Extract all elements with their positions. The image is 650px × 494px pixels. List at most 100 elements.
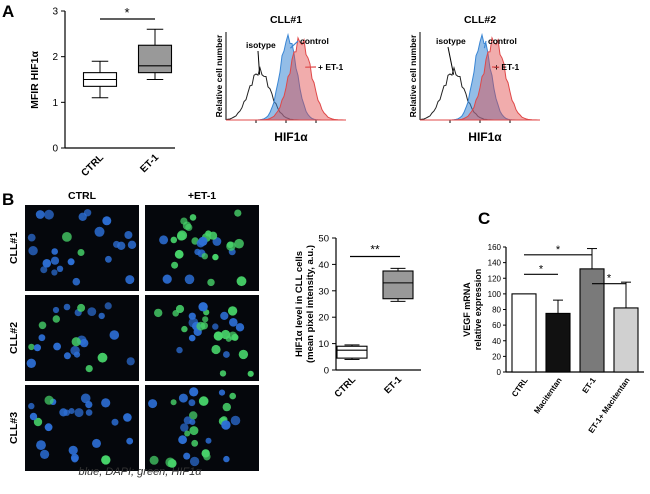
y-tick-label: 80	[492, 306, 501, 315]
dapi-nucleus	[188, 399, 196, 407]
dapi-nucleus	[44, 209, 54, 220]
dapi-nucleus	[184, 274, 195, 285]
dapi-nucleus	[125, 275, 135, 285]
bar	[613, 307, 639, 373]
panel-label-c: C	[478, 209, 490, 228]
hif1a-cell	[33, 417, 43, 427]
significance-star: **	[370, 242, 380, 256]
dapi-nucleus	[189, 419, 196, 425]
histogram-title: CLL#1	[270, 14, 302, 26]
dapi-nucleus	[230, 415, 241, 426]
y-tick-label: 30	[318, 286, 329, 297]
hif1a-cell	[44, 395, 54, 405]
et1-curve	[226, 36, 346, 121]
dapi-nucleus	[189, 456, 200, 467]
hif1a-cell	[189, 426, 199, 436]
dapi-nucleus	[63, 352, 71, 360]
dapi-nucleus	[52, 306, 60, 314]
x-tick-label: CTRL	[510, 376, 530, 399]
panel-b-boxplot: 0 10 20 30 40 50 CTRL ET-1 ** HIF1α level in CLL …	[294, 234, 421, 400]
dapi-nucleus	[188, 317, 199, 328]
dapi-nucleus	[35, 210, 45, 219]
micrograph-column-label: CTRL	[68, 190, 97, 202]
dapi-nucleus	[40, 266, 48, 274]
hif1a-cell	[213, 331, 223, 341]
dapi-nucleus	[98, 312, 105, 320]
hif1a-cell	[101, 455, 111, 465]
dapi-nucleus	[40, 449, 50, 459]
dapi-nucleus	[212, 323, 219, 330]
y-tick-label: 50	[318, 234, 329, 245]
dapi-nucleus	[53, 342, 61, 351]
dapi-nucleus	[73, 351, 81, 358]
dapi-nucleus	[188, 334, 196, 342]
hif1a-cell	[85, 365, 93, 373]
panel-label-b: B	[2, 190, 14, 209]
dapi-nucleus	[28, 246, 38, 256]
micrograph-row-label: CLL#2	[8, 322, 20, 354]
dapi-nucleus	[221, 420, 231, 430]
dapi-nucleus	[56, 265, 64, 272]
significance-star: *	[556, 244, 561, 256]
hif1a-cell	[226, 241, 234, 249]
legend-et1: + ET-1	[494, 62, 520, 72]
hif1a-cell	[203, 453, 211, 461]
hif1a-cell	[171, 261, 179, 269]
y-tick-label: 1	[52, 98, 58, 109]
y-tick-label: 60	[492, 321, 501, 330]
hif1a-cell	[97, 352, 108, 363]
hif1a-cell	[191, 439, 199, 447]
dapi-nucleus	[33, 344, 42, 352]
dapi-nucleus	[148, 399, 158, 409]
dapi-nucleus	[205, 437, 212, 444]
dapi-nucleus	[183, 452, 191, 460]
y-tick-label: 20	[318, 313, 329, 324]
dapi-nucleus	[127, 240, 137, 249]
hif1a-cell	[149, 455, 159, 465]
dapi-nucleus	[198, 302, 208, 312]
hif1a-cell	[174, 249, 184, 259]
bar	[511, 293, 537, 373]
dapi-nucleus	[63, 303, 71, 311]
micrograph-row-label: CLL#3	[8, 412, 20, 444]
x-tick-label: CTRL	[332, 374, 358, 400]
dapi-nucleus	[51, 269, 58, 276]
dapi-nucleus	[38, 334, 46, 342]
x-tick-label: ET-1	[138, 152, 161, 175]
dapi-nucleus	[51, 248, 58, 255]
legend-isotype: isotype	[246, 40, 276, 50]
dapi-nucleus	[113, 240, 120, 248]
hif1a-cell	[234, 238, 244, 249]
y-tick-label: 160	[488, 243, 502, 252]
box	[336, 345, 368, 359]
y-axis-label: MFIR HIF1α	[29, 51, 41, 109]
dapi-nucleus	[229, 318, 238, 327]
dapi-nucleus	[123, 413, 132, 422]
dapi-nucleus	[101, 398, 111, 408]
dapi-nucleus	[72, 277, 81, 286]
hif1a-cell	[212, 253, 219, 261]
hif1a-cell	[77, 249, 85, 256]
dapi-nucleus	[27, 233, 36, 242]
y-tick-label: 100	[488, 290, 502, 299]
hif1a-cell	[236, 276, 247, 287]
y-tick-label: 120	[488, 274, 502, 283]
hif1a-cell	[28, 343, 35, 351]
dapi-nucleus	[178, 393, 188, 403]
y-tick-label: 140	[488, 259, 502, 268]
y-tick-label: 0	[324, 366, 329, 377]
dapi-nucleus	[220, 311, 229, 320]
dapi-nucleus	[223, 455, 230, 463]
y-axis-label: HIF1α level in CLL cells	[294, 251, 305, 357]
dapi-nucleus	[126, 357, 135, 366]
legend-isotype: isotype	[436, 36, 466, 46]
dapi-nucleus	[189, 387, 199, 397]
dapi-nucleus	[178, 435, 188, 445]
y-axis-label: VEGF mRNA	[462, 282, 472, 337]
micrograph-column-label: +ET-1	[188, 190, 216, 202]
hif1a-cell	[77, 303, 86, 312]
hif1a-cell	[38, 321, 47, 330]
y-tick-label: 3	[52, 7, 58, 18]
bar	[579, 268, 605, 373]
y-tick-label: 10	[318, 339, 329, 350]
